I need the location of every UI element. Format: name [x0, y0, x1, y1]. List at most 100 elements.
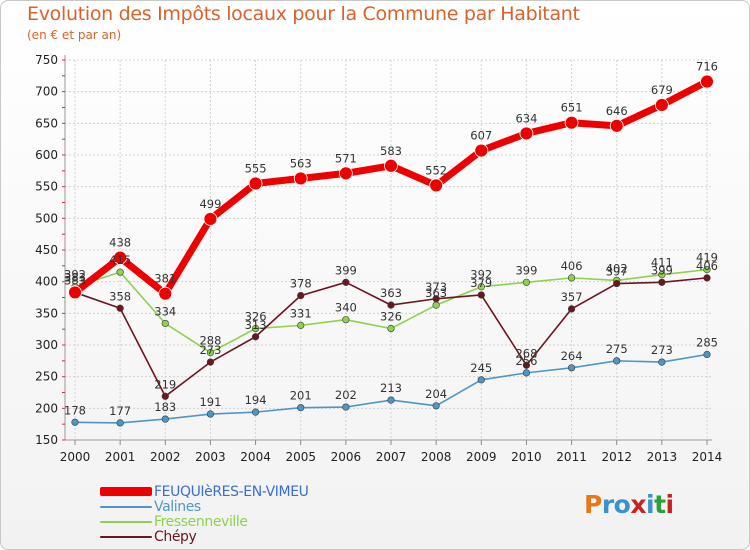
y-tick-label: 250 — [35, 370, 58, 384]
data-label-feuqui-res-en-vimeu: 383 — [64, 270, 86, 284]
data-point-ch-py — [567, 305, 576, 313]
data-point-valines — [251, 408, 260, 416]
data-point-fressenneville — [251, 324, 260, 333]
x-tick-label: 2005 — [285, 450, 316, 464]
data-label-fressenneville: 399 — [515, 263, 537, 277]
data-label-feuqui-res-en-vimeu: 607 — [470, 129, 492, 143]
y-tick-label: 700 — [35, 85, 58, 99]
data-point-feuqui-res-en-vimeu — [700, 74, 714, 89]
legend-item: Valines — [100, 499, 309, 515]
data-label-valines: 177 — [109, 404, 131, 418]
data-point-valines — [297, 404, 305, 412]
data-label-feuqui-res-en-vimeu: 381 — [154, 272, 176, 286]
data-label-valines: 264 — [561, 349, 583, 363]
data-point-fressenneville — [477, 283, 485, 291]
logo-letter: t — [654, 490, 666, 519]
data-point-ch-py — [432, 295, 440, 303]
data-label-fressenneville: 419 — [696, 251, 718, 265]
data-label-feuqui-res-en-vimeu: 679 — [651, 83, 673, 97]
data-point-valines — [161, 415, 169, 423]
data-point-fressenneville — [297, 321, 305, 329]
x-tick-label: 2012 — [601, 450, 632, 464]
data-point-feuqui-res-en-vimeu — [68, 285, 82, 300]
data-point-feuqui-res-en-vimeu — [609, 118, 624, 133]
data-point-ch-py — [342, 278, 350, 286]
x-tick-label: 2011 — [556, 450, 587, 464]
data-point-feuqui-res-en-vimeu — [203, 212, 218, 226]
data-label-ch-py: 358 — [109, 289, 131, 303]
x-tick-label: 2001 — [105, 450, 136, 464]
data-label-ch-py: 313 — [245, 318, 267, 332]
legend-swatch — [100, 487, 152, 496]
data-point-fressenneville — [432, 301, 440, 309]
data-point-fressenneville — [161, 319, 169, 328]
y-tick-label: 450 — [35, 243, 58, 257]
data-point-feuqui-res-en-vimeu — [654, 98, 669, 112]
data-label-fressenneville: 331 — [290, 306, 312, 320]
data-label-fressenneville: 392 — [64, 268, 86, 282]
data-label-ch-py: 273 — [199, 343, 221, 357]
x-tick-label: 2007 — [376, 450, 407, 464]
data-point-ch-py — [613, 279, 621, 288]
data-point-ch-py — [206, 358, 215, 366]
data-label-fressenneville: 326 — [245, 310, 267, 324]
data-label-fressenneville: 415 — [109, 253, 131, 267]
data-point-valines — [342, 403, 350, 411]
data-point-valines — [387, 396, 395, 404]
data-point-ch-py — [477, 291, 485, 299]
data-label-valines: 273 — [651, 343, 673, 357]
data-point-valines — [567, 364, 576, 372]
data-label-valines: 285 — [696, 336, 718, 350]
data-point-feuqui-res-en-vimeu — [429, 178, 444, 193]
logo-letter: P — [584, 490, 602, 519]
proxiti-logo: Proxiti — [584, 490, 674, 519]
data-point-valines — [613, 357, 621, 365]
data-label-fressenneville: 363 — [425, 286, 447, 300]
y-tick-label: 350 — [35, 306, 58, 320]
logo-letter: x — [630, 490, 646, 519]
data-label-valines: 201 — [290, 389, 312, 403]
data-point-ch-py — [297, 292, 305, 300]
y-tick-label: 600 — [35, 148, 58, 162]
data-point-feuqui-res-en-vimeu — [113, 250, 128, 265]
data-point-fressenneville — [703, 266, 711, 274]
chart-subtitle: (en € et par an) — [27, 28, 122, 42]
data-label-valines: 191 — [199, 395, 221, 409]
legend-item: FEUQUIèRES-EN-VIMEU — [100, 483, 309, 500]
logo-letter: i — [646, 490, 655, 519]
data-label-feuqui-res-en-vimeu: 651 — [561, 101, 583, 115]
legend-label: Fressenneville — [154, 513, 248, 530]
data-label-valines: 204 — [425, 387, 447, 401]
data-point-fressenneville — [522, 278, 531, 286]
data-label-fressenneville: 392 — [470, 268, 492, 282]
data-label-feuqui-res-en-vimeu: 438 — [109, 236, 131, 250]
data-point-feuqui-res-en-vimeu — [338, 166, 353, 181]
data-label-feuqui-res-en-vimeu: 716 — [696, 60, 718, 74]
data-label-feuqui-res-en-vimeu: 583 — [380, 144, 402, 158]
data-label-feuqui-res-en-vimeu: 646 — [606, 104, 628, 118]
data-label-feuqui-res-en-vimeu: 552 — [425, 163, 447, 177]
y-tick-label: 500 — [35, 211, 58, 225]
legend-label: Chépy — [154, 528, 197, 545]
y-tick-label: 750 — [35, 53, 58, 67]
data-label-fressenneville: 340 — [335, 301, 357, 315]
data-point-ch-py — [522, 361, 531, 369]
data-label-valines: 256 — [515, 354, 537, 368]
data-label-ch-py: 383 — [64, 273, 86, 287]
data-label-valines: 194 — [245, 393, 267, 407]
data-point-valines — [522, 369, 531, 377]
data-label-ch-py: 399 — [651, 263, 673, 277]
x-tick-label: 2014 — [692, 450, 723, 464]
x-tick-label: 2004 — [240, 450, 271, 464]
legend-swatch — [100, 535, 152, 538]
legend-item: Fressenneville — [100, 513, 309, 530]
data-label-valines: 245 — [470, 361, 492, 375]
data-point-feuqui-res-en-vimeu — [158, 286, 173, 301]
x-tick-label: 2006 — [331, 450, 362, 464]
data-label-feuqui-res-en-vimeu: 499 — [199, 197, 221, 211]
logo-letter: r — [601, 490, 614, 519]
data-label-ch-py: 219 — [154, 377, 176, 391]
data-point-feuqui-res-en-vimeu — [248, 176, 263, 191]
legend-label: FEUQUIèRES-EN-VIMEU — [154, 483, 309, 500]
